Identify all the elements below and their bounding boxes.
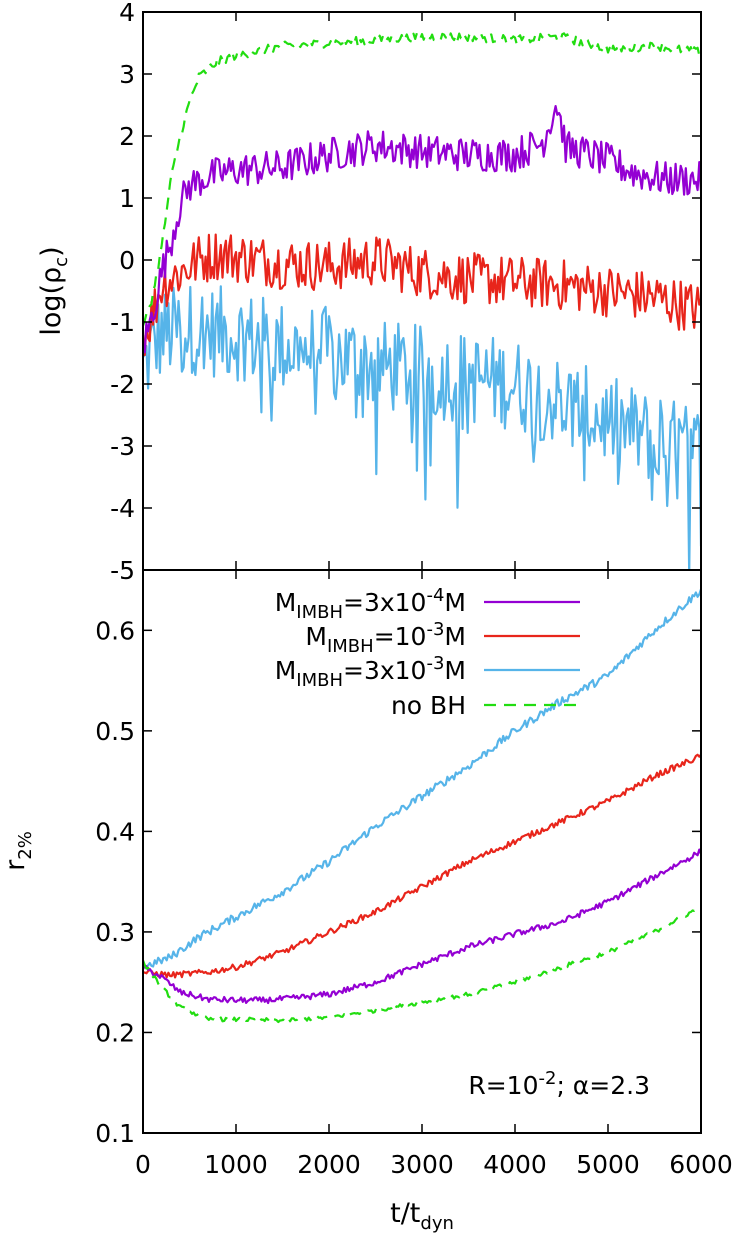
x-tick-label: 5000 <box>576 1150 640 1179</box>
top-y-tick-label: 2 <box>119 122 135 151</box>
top-series-imbh_3e-3 <box>143 285 701 570</box>
bottom-panel: 0.6 0.5 0.4 0.3 0.2 0.10 1000 2000 3000 4000 5000 6… <box>0 569 733 1234</box>
top-y-tick-label: -3 <box>110 432 135 461</box>
bottom-ticks-group: 0.6 0.5 0.4 0.3 0.2 0.10 1000 2000 3000 4000 5000 6… <box>95 570 733 1179</box>
parameter-annotation: R=10-2; α=2.3 <box>468 1068 650 1100</box>
top-series-nobh <box>143 31 701 326</box>
top-y-tick-label: -5 <box>110 556 135 585</box>
bottom-y-tick-label: 0.3 <box>95 918 135 947</box>
top-series-group <box>143 31 701 570</box>
x-tick-label: 0 <box>135 1150 151 1179</box>
top-y-tick-label: -2 <box>110 370 135 399</box>
top-series-imbh_3e-4 <box>143 104 701 354</box>
bottom-y-tick-label: 0.2 <box>95 1018 135 1047</box>
x-tick-label: 1000 <box>204 1150 268 1179</box>
legend-label-nobh: no BH <box>391 691 466 720</box>
bottom-series-imbh_3e-4 <box>143 848 701 1005</box>
top-y-tick-label: 1 <box>119 184 135 213</box>
x-tick-label: 6000 <box>669 1150 733 1179</box>
bottom-y-tick-label: 0.1 <box>95 1119 135 1148</box>
bottom-series-group <box>143 588 701 1024</box>
top-y-tick-label: 4 <box>119 0 135 27</box>
top-y-tick-label: 0 <box>119 246 135 275</box>
bottom-y-tick-label: 0.5 <box>95 717 135 746</box>
x-tick-label: 4000 <box>483 1150 547 1179</box>
legend-label-imbh_1e-3: MIMBH=10-3M <box>305 619 466 657</box>
top-y-tick-label: -4 <box>110 494 135 523</box>
x-axis-label: t/tdyn <box>390 1198 454 1234</box>
bottom-series-nobh <box>143 906 701 1024</box>
top-y-tick-label: 3 <box>119 60 135 89</box>
top-series-imbh_1e-3 <box>143 233 701 357</box>
top-y-axis-label: log(ρc) <box>36 246 72 335</box>
legend-label-imbh_3e-3: MIMBH=3x10-3M <box>275 653 466 691</box>
x-tick-label: 3000 <box>390 1150 454 1179</box>
bottom-plot-frame <box>142 569 702 1134</box>
top-ticks-group: 4 3 2 1 0 -1 -2 -3 -4 -5 <box>110 0 702 585</box>
top-y-tick-label: -1 <box>110 308 135 337</box>
bottom-y-axis-label: r2% <box>0 831 36 871</box>
bottom-series-imbh_3e-3 <box>143 588 701 969</box>
bottom-y-tick-label: 0.4 <box>95 817 135 846</box>
x-tick-label: 2000 <box>297 1150 361 1179</box>
legend: MIMBH=3x10-4MMIMBH=10-3MMIMBH=3x10-3Mno … <box>275 585 580 720</box>
legend-label-imbh_3e-4: MIMBH=3x10-4M <box>275 585 466 623</box>
bottom-y-tick-label: 0.6 <box>95 616 135 645</box>
bottom-series-imbh_1e-3 <box>143 753 701 979</box>
top-panel: 4 3 2 1 0 -1 -2 -3 -4 -5 log(ρc) <box>36 0 702 585</box>
